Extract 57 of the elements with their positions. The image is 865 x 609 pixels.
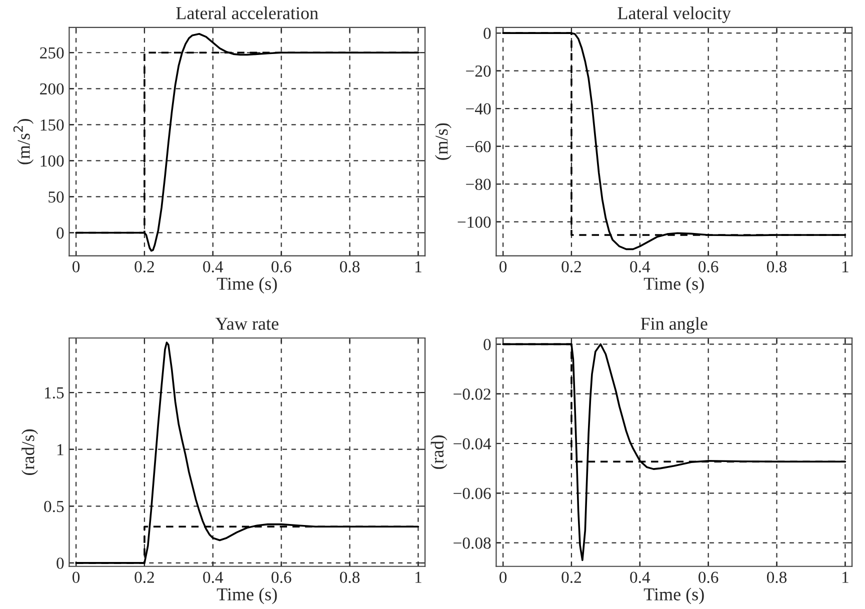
y-tick-label: 0 — [484, 28, 491, 40]
x-tick-label: 0.4 — [203, 261, 224, 272]
x-tick-label: 0.2 — [562, 261, 581, 272]
x-tick-label: 0.4 — [630, 261, 650, 272]
x-tick-label: 1 — [842, 261, 848, 272]
x-tick-label: 0.2 — [134, 261, 154, 272]
y-axis-title: (m/s) — [435, 123, 452, 160]
y-tick-label: 100 — [40, 155, 64, 167]
y-axis-title: (m/s$^{2}$) — [13, 119, 34, 164]
x-tick-label: 0.6 — [698, 261, 718, 272]
x-tick-label: 0 — [500, 572, 507, 583]
x-tick-label: 0.8 — [340, 261, 360, 272]
chart-title: Lateral velocity — [618, 6, 731, 23]
x-tick-label: 0 — [72, 572, 80, 583]
y-tick-label: 0.5 — [44, 500, 64, 512]
y-tick-label: 200 — [40, 83, 64, 95]
x-tick-label: 1 — [842, 572, 848, 583]
y-tick-label: −0.08 — [454, 537, 491, 549]
y-tick-label: 1 — [57, 444, 64, 456]
chart-title: Fin angle — [640, 317, 708, 334]
x-axis-title: Time (s) — [216, 588, 277, 604]
x-tick-label: 0.6 — [272, 261, 292, 272]
y-tick-label: −40 — [466, 103, 491, 115]
y-axis-title: (rad) — [430, 435, 448, 469]
x-tick-label: 1 — [415, 261, 422, 272]
y-tick-label: 0 — [56, 558, 64, 569]
y-tick-label: 1.5 — [44, 387, 64, 399]
chart-title: Lateral acceleration — [176, 6, 318, 20]
y-tick-label: −60 — [466, 141, 491, 152]
x-axis-title: Time (s) — [644, 588, 704, 604]
y-tick-label: 0 — [484, 338, 491, 350]
y-tick-label: 150 — [40, 119, 64, 131]
x-tick-label: 0.8 — [766, 261, 787, 272]
y-tick-label: −20 — [466, 66, 491, 77]
y-tick-label: −0.04 — [454, 438, 492, 450]
y-tick-label: −0.02 — [454, 388, 490, 400]
y-tick-label: 0 — [56, 227, 64, 239]
chart-title: Yaw rate — [215, 318, 278, 330]
x-tick-label: 0.2 — [562, 572, 581, 584]
y-tick-label: 50 — [48, 191, 64, 203]
x-tick-label: 0.6 — [698, 572, 718, 584]
y-axis-title: (rad/s) — [22, 429, 38, 475]
x-tick-label: 0.6 — [272, 572, 292, 584]
x-tick-label: 0.4 — [203, 572, 224, 584]
y-tick-label: −80 — [466, 178, 491, 190]
x-axis-title: Time (s) — [216, 277, 277, 294]
x-axis-title: Time (s) — [644, 277, 704, 294]
y-tick-label: 250 — [40, 47, 64, 59]
x-tick-label: 0.2 — [134, 572, 154, 584]
x-tick-label: 0.8 — [766, 572, 787, 584]
y-tick-label: −0.06 — [454, 488, 491, 500]
y-tick-label: −100 — [458, 216, 491, 228]
x-tick-label: 0 — [500, 261, 507, 272]
x-tick-label: 0.8 — [340, 572, 360, 584]
x-tick-label: 0.4 — [630, 572, 650, 584]
x-tick-label: 0 — [72, 261, 80, 272]
x-tick-label: 1 — [415, 572, 422, 583]
